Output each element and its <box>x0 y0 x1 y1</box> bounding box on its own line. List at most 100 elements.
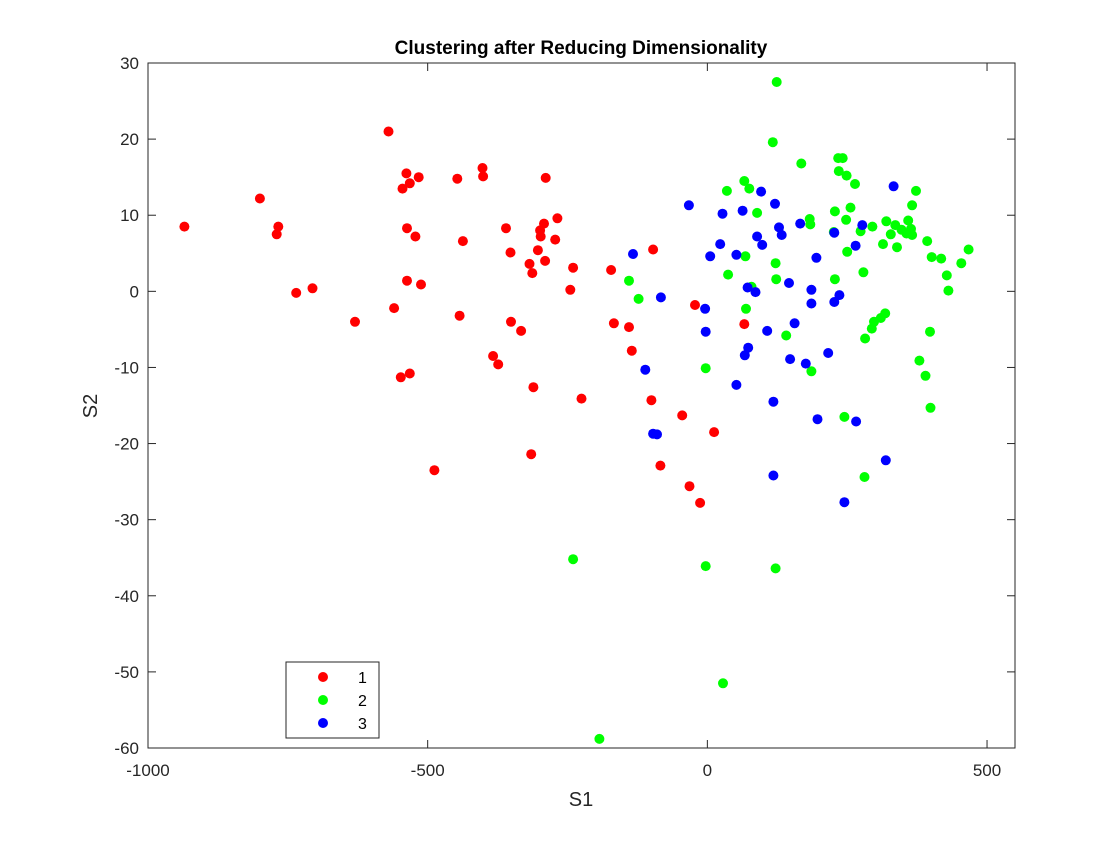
y-tick-label: 20 <box>120 130 139 149</box>
data-point-series-3 <box>628 249 638 259</box>
data-point-series-2 <box>911 185 921 196</box>
data-point-series-1 <box>350 316 360 327</box>
data-point-series-1 <box>454 310 465 321</box>
data-point-series-3 <box>784 278 794 288</box>
data-point-series-3 <box>715 239 726 250</box>
data-point-series-2 <box>594 733 605 744</box>
data-point-series-1 <box>273 221 284 232</box>
data-point-series-1 <box>608 318 619 329</box>
data-point-series-1 <box>457 236 468 247</box>
data-point-series-2 <box>926 252 937 263</box>
data-point-series-3 <box>750 287 761 298</box>
data-point-series-2 <box>568 554 579 565</box>
data-point-series-2 <box>859 472 870 482</box>
data-point-series-3 <box>839 497 850 508</box>
data-point-series-1 <box>677 410 688 421</box>
data-point-series-3 <box>770 198 780 209</box>
data-point-series-3 <box>850 240 861 251</box>
data-point-series-3 <box>811 252 822 263</box>
data-point-series-2 <box>770 258 781 269</box>
data-point-series-2 <box>633 293 644 304</box>
data-point-series-2 <box>936 253 947 264</box>
y-tick-label: -40 <box>114 587 139 606</box>
data-point-series-1 <box>648 244 659 255</box>
data-point-series-1 <box>535 231 546 242</box>
data-point-series-1 <box>413 172 424 183</box>
y-tick-label: 10 <box>120 206 139 225</box>
legend-marker-1 <box>318 672 328 682</box>
y-tick-label: 30 <box>120 54 139 73</box>
data-point-series-1 <box>478 171 489 182</box>
data-point-series-2 <box>829 274 840 285</box>
data-point-series-3 <box>785 354 796 365</box>
data-point-series-1 <box>389 303 400 314</box>
data-point-series-1 <box>655 460 666 471</box>
data-point-series-3 <box>768 470 779 481</box>
data-point-series-2 <box>880 308 891 319</box>
data-point-series-3 <box>834 290 845 301</box>
x-axis-label: S1 <box>569 789 593 811</box>
data-point-series-1 <box>565 284 576 295</box>
data-point-series-2 <box>963 244 974 255</box>
data-point-series-1 <box>576 393 587 404</box>
data-point-series-1 <box>690 300 700 310</box>
data-point-series-2 <box>943 285 954 296</box>
x-tick-label: 0 <box>703 761 712 780</box>
y-tick-label: -60 <box>114 739 139 758</box>
data-point-series-3 <box>731 249 742 260</box>
data-point-series-2 <box>833 166 844 177</box>
data-point-series-2 <box>941 270 952 281</box>
data-point-series-2 <box>956 258 967 269</box>
data-point-series-2 <box>723 269 734 280</box>
data-point-series-1 <box>452 173 463 184</box>
data-point-series-2 <box>842 246 853 257</box>
data-point-series-2 <box>841 214 852 225</box>
data-point-series-3 <box>705 251 716 262</box>
legend: 1 2 3 <box>285 661 380 739</box>
data-point-series-1 <box>506 316 516 327</box>
data-point-series-1 <box>739 319 750 330</box>
data-point-series-1 <box>528 382 539 393</box>
data-point-series-3 <box>683 200 694 211</box>
data-point-series-1 <box>395 372 406 383</box>
data-point-series-3 <box>774 222 784 233</box>
y-axis-label: S2 <box>80 394 102 418</box>
data-point-series-2 <box>700 363 711 374</box>
legend-label-2: 2 <box>358 693 367 710</box>
data-point-series-1 <box>410 231 421 242</box>
data-point-series-2 <box>805 219 816 230</box>
data-point-series-1 <box>488 351 499 361</box>
data-point-series-1 <box>416 279 426 290</box>
legend-label-3: 3 <box>358 716 367 733</box>
data-point-series-3 <box>776 230 787 240</box>
data-point-series-1 <box>404 368 415 379</box>
data-point-series-1 <box>516 325 527 336</box>
y-tick-label: -20 <box>114 435 139 454</box>
data-point-series-3 <box>812 414 823 425</box>
data-point-series-1 <box>540 255 551 266</box>
data-point-series-2 <box>845 202 856 213</box>
data-point-series-2 <box>837 153 848 164</box>
data-point-series-1 <box>684 481 695 492</box>
data-point-series-2 <box>885 229 896 240</box>
data-point-series-2 <box>903 215 914 226</box>
data-point-series-3 <box>700 326 711 337</box>
data-point-series-2 <box>767 137 778 148</box>
x-tick-label: -500 <box>411 761 445 780</box>
data-point-series-2 <box>841 170 852 181</box>
data-point-series-1 <box>254 193 265 204</box>
data-point-series-1 <box>397 183 408 194</box>
y-tick-label: -10 <box>114 358 139 377</box>
data-point-series-3 <box>795 218 806 229</box>
data-point-series-1 <box>540 172 551 183</box>
data-point-series-1 <box>291 287 302 298</box>
data-point-series-2 <box>892 242 902 253</box>
data-point-series-2 <box>796 158 807 169</box>
data-point-series-2 <box>881 216 892 227</box>
data-point-series-1 <box>532 245 543 256</box>
data-point-series-1 <box>568 262 579 273</box>
data-point-series-1 <box>402 223 412 234</box>
data-point-series-3 <box>700 303 711 314</box>
data-point-series-3 <box>762 325 773 336</box>
